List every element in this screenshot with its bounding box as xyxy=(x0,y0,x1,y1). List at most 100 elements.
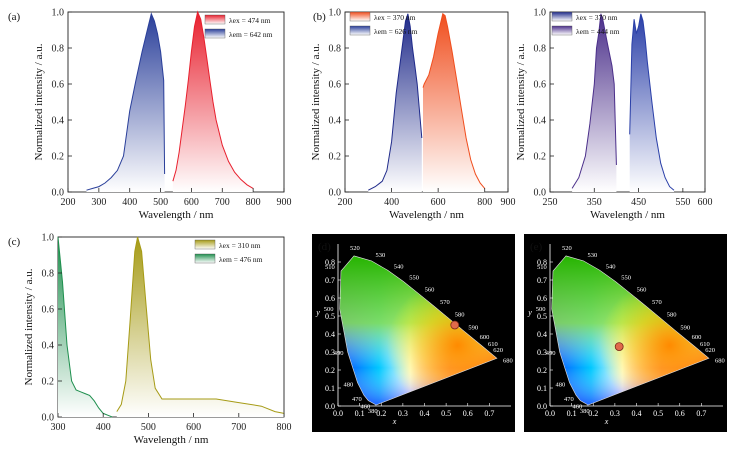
y-tick-label: 0.6 xyxy=(534,80,547,91)
x-tick-label: 550 xyxy=(675,197,690,208)
x-tick-label: 0.2 xyxy=(588,409,598,418)
y-tick-label: 0.0 xyxy=(534,188,547,199)
cie-wavelength-label: 480 xyxy=(555,381,565,388)
y-tick-label: 0.8 xyxy=(325,258,335,267)
panel-label: (b) xyxy=(313,11,326,23)
x-tick-label: 400 xyxy=(384,197,399,208)
series-area xyxy=(572,13,617,192)
legend-swatch xyxy=(551,11,573,22)
panel-label: (a) xyxy=(8,11,21,23)
x-tick-label: 800 xyxy=(246,197,261,208)
cie-wavelength-label: 570 xyxy=(440,299,450,306)
series-line xyxy=(571,13,617,189)
y-tick-label: 0.2 xyxy=(325,366,335,375)
y-axis-label: Normalized intensity / a.u. xyxy=(515,43,527,160)
cie-wavelength-label: 510 xyxy=(537,264,547,271)
cie-wavelength-label: 680 xyxy=(715,357,725,364)
y-tick-label: 0.2 xyxy=(52,152,65,163)
y-tick-label: 0.1 xyxy=(325,384,335,393)
panel-5: 0.0 0.1 0.2 0.3 0.4 0.5 0.6 0.7 0.0 0.1 0.2 0.3 0.4 0… xyxy=(312,234,515,432)
series-area xyxy=(368,13,422,192)
y-axis-label: y xyxy=(527,308,532,317)
cie-wavelength-label: 590 xyxy=(680,325,690,332)
cie-wavelength-label: 570 xyxy=(652,299,662,306)
x-tick-label: 0.1 xyxy=(567,409,577,418)
x-tick-label: 200 xyxy=(338,197,353,208)
x-tick-label: 0.5 xyxy=(653,409,663,418)
cie-wavelength-label: 560 xyxy=(425,287,435,294)
x-tick-label: 400 xyxy=(96,422,111,433)
cie-wavelength-label: 540 xyxy=(606,263,616,270)
cie-wavelength-label: 490 xyxy=(546,350,556,357)
y-tick-label: 0.7 xyxy=(325,276,335,285)
x-tick-label: 0.6 xyxy=(463,409,473,418)
y-tick-label: 0.5 xyxy=(537,312,547,321)
legend-swatch xyxy=(349,11,371,22)
cie-wavelength-label: 490 xyxy=(334,350,344,357)
y-tick-label: 0.6 xyxy=(325,294,335,303)
plot-frame xyxy=(549,11,706,193)
x-tick-label: 300 xyxy=(51,422,66,433)
series-area xyxy=(116,237,284,417)
cie-wavelength-label: 680 xyxy=(503,357,513,364)
legend-label: λex = 310 nm xyxy=(219,241,261,250)
plot-frame xyxy=(57,236,285,418)
x-tick-label: 0.0 xyxy=(545,409,555,418)
cie-wavelength-label: 480 xyxy=(343,381,353,388)
cie-locus-warm xyxy=(551,255,709,406)
panel-4: 300 400 500 600 700 800 0.0 0.2 0.4 0.6 0.8 1.0 Wave… xyxy=(8,233,292,447)
x-tick-label: 400 xyxy=(122,197,137,208)
cie-wavelength-label: 510 xyxy=(325,264,335,271)
x-tick-label: 0.6 xyxy=(675,409,685,418)
x-axis-label: Wavelength / nm xyxy=(134,434,209,446)
legend-swatch xyxy=(551,25,573,36)
panel-label: (d) xyxy=(318,241,331,253)
y-tick-label: 0.0 xyxy=(42,413,55,424)
x-tick-label: 250 xyxy=(543,197,558,208)
x-tick-label: 300 xyxy=(91,197,106,208)
cie-locus-outline xyxy=(551,255,710,406)
cie-wavelength-label: 470 xyxy=(564,396,574,403)
cie-wavelength-label: 600 xyxy=(480,334,490,341)
series-line xyxy=(422,12,486,189)
cie-wavelength-label: 520 xyxy=(562,245,572,252)
cie-wavelength-label: 520 xyxy=(350,245,360,252)
x-tick-label: 350 xyxy=(587,197,602,208)
y-tick-label: 0.4 xyxy=(42,341,55,352)
panel-2: 200 400 600 800 900 0.0 0.2 0.4 0.6 0.8 1.0 Wavelen… xyxy=(310,8,516,222)
cie-wavelength-label: 380 xyxy=(580,408,590,415)
y-tick-label: 0.4 xyxy=(534,116,547,127)
series-line xyxy=(172,10,254,189)
cie-wavelength-label: 580 xyxy=(455,311,465,318)
cie-wavelength-label: 380 xyxy=(368,408,378,415)
x-tick-label: 900 xyxy=(277,197,292,208)
y-tick-label: 0.4 xyxy=(329,116,342,127)
panel-label: (c) xyxy=(8,236,21,248)
y-tick-label: 0.4 xyxy=(537,330,547,339)
y-tick-label: 0.1 xyxy=(537,384,547,393)
panel-3: 250 350 450 550 600 0.0 0.2 0.4 0.6 0.8 1.0 Wavelen… xyxy=(515,8,713,222)
y-tick-label: 1.0 xyxy=(52,8,65,19)
x-tick-label: 0.4 xyxy=(632,409,642,418)
cie-wavelength-label: 610 xyxy=(488,341,498,348)
x-tick-label: 600 xyxy=(184,197,199,208)
cie-wavelength-label: 530 xyxy=(376,252,386,259)
x-tick-label: 900 xyxy=(501,197,516,208)
y-tick-label: 0.2 xyxy=(537,366,547,375)
y-tick-label: 0.0 xyxy=(325,402,335,411)
series-line xyxy=(86,12,166,191)
legend-label: λem = 626 nm xyxy=(374,27,418,36)
cie-wavelength-label: 590 xyxy=(468,325,478,332)
x-tick-label: 0.3 xyxy=(610,409,620,418)
y-tick-label: 0.2 xyxy=(42,377,55,388)
series-line xyxy=(368,13,423,191)
cie-wavelength-label: 470 xyxy=(352,396,362,403)
x-axis-label: Wavelength / nm xyxy=(389,209,464,221)
y-axis-label: Normalized intensity / a.u. xyxy=(23,268,35,385)
legend-label: λex = 370 nm xyxy=(576,13,618,22)
cie-wavelength-label: 550 xyxy=(621,274,631,281)
legend-label: λex = 370 nm xyxy=(374,13,416,22)
y-tick-label: 0.0 xyxy=(329,188,342,199)
x-tick-label: 700 xyxy=(215,197,230,208)
y-tick-label: 0.3 xyxy=(325,348,335,357)
